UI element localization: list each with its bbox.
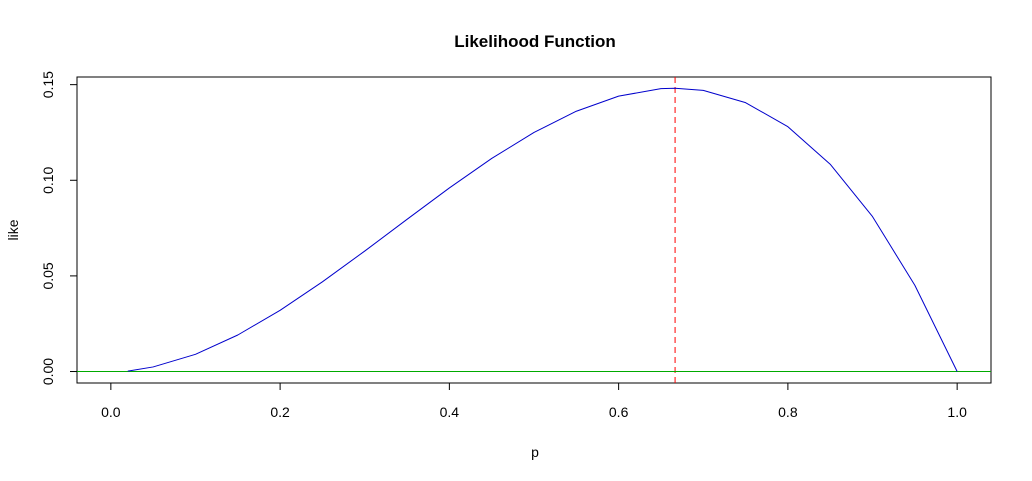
y-tick-label: 0.15 [40, 71, 56, 98]
chart-title: Likelihood Function [454, 32, 615, 51]
y-axis: 0.00 0.05 0.10 0.15 [40, 71, 78, 385]
x-tick-label: 1.0 [947, 404, 967, 420]
y-axis-label: like [5, 219, 21, 240]
x-axis-label: p [531, 444, 539, 460]
x-axis: 0.0 0.2 0.4 0.6 0.8 1.0 [101, 382, 967, 420]
y-tick-label: 0.05 [40, 262, 56, 289]
x-tick-label: 0.6 [609, 404, 629, 420]
series-group [127, 87, 958, 372]
x-tick-label: 0.4 [440, 404, 460, 420]
y-tick-label: 0.00 [40, 358, 56, 385]
y-tick-label: 0.10 [40, 166, 56, 193]
x-tick-label: 0.2 [270, 404, 290, 420]
annotations [77, 77, 991, 383]
x-tick-label: 0.8 [778, 404, 798, 420]
plot-frame [76, 76, 992, 384]
likelihood-series-line [127, 87, 958, 372]
x-tick-label: 0.0 [101, 404, 121, 420]
